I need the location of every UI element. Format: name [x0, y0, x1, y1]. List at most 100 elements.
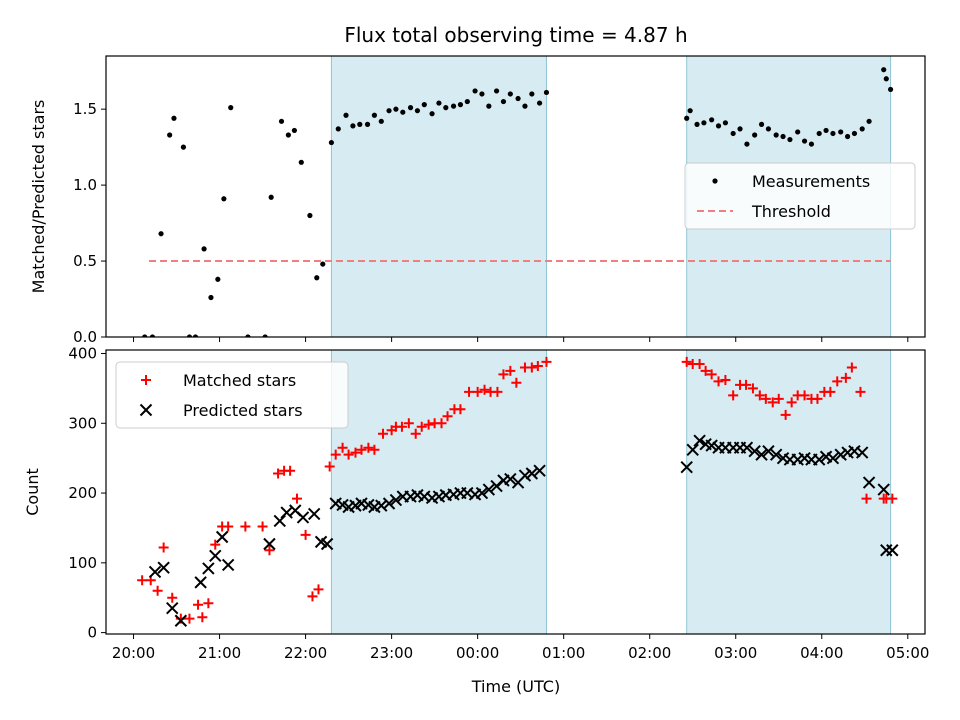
plot-frame [105, 55, 926, 338]
data-point-x [320, 537, 334, 551]
data-point-x [389, 493, 403, 507]
data-point-plus [378, 428, 389, 439]
data-point-dot [730, 130, 736, 137]
data-point-plus [203, 598, 214, 609]
y-tick-label: 0.0 [73, 328, 97, 346]
data-point-plus [193, 599, 204, 610]
data-point-dot [472, 88, 478, 94]
data-point-dot [407, 105, 414, 111]
x-tick-label: 02:00 [628, 644, 671, 662]
data-point-x [148, 565, 162, 579]
data-point-dot [694, 121, 700, 127]
legend-marker [139, 403, 153, 417]
data-point-x [166, 601, 179, 615]
data-point-dot [215, 276, 221, 282]
data-point-plus [184, 613, 195, 624]
y-tick-label: 0 [87, 624, 97, 642]
data-point-dot [851, 130, 858, 137]
data-point-plus [492, 386, 503, 397]
data-point-dot [883, 76, 889, 82]
data-point-plus [403, 418, 414, 429]
legend-entry: Threshold [751, 202, 831, 221]
data-point-dot [421, 102, 427, 108]
legend-box [115, 361, 349, 429]
data-point-dot [314, 275, 320, 281]
data-point-plus [812, 393, 823, 404]
data-point-plus [780, 409, 791, 420]
data-point-dot [780, 133, 786, 140]
data-point-dot [201, 246, 207, 252]
x-tick-label: 22:00 [284, 644, 327, 662]
data-point-plus [307, 591, 318, 602]
data-point-plus [832, 376, 843, 387]
data-point-dot [887, 86, 894, 93]
data-point-dot [443, 105, 449, 111]
data-point-dot [684, 115, 690, 121]
data-point-dot [457, 102, 464, 108]
data-point-plus [210, 539, 221, 550]
data-point-x [855, 446, 869, 459]
data-point-dot [529, 91, 535, 97]
data-point-plus [137, 575, 148, 586]
data-point-dot [378, 118, 384, 124]
data-point-x [533, 464, 546, 477]
x-axis-label: Time (UTC) [471, 677, 560, 696]
y-tick-label: 0.5 [73, 252, 97, 270]
data-point-plus [369, 444, 380, 455]
data-point-plus [532, 361, 543, 372]
data-point-plus [337, 442, 348, 453]
data-point-plus [300, 529, 311, 540]
data-point-x [273, 514, 286, 528]
series-group [137, 356, 899, 627]
data-point-dot [464, 98, 470, 105]
legend-box [684, 162, 916, 230]
data-point-plus [741, 379, 752, 390]
data-point-plus [416, 421, 427, 432]
data-point-plus [825, 386, 836, 397]
y-tick-label: 300 [68, 414, 97, 432]
data-point-dot [758, 121, 765, 127]
data-point-dot [701, 120, 707, 126]
data-point-x [769, 448, 783, 461]
data-point-dot [722, 120, 729, 126]
data-point-dot [221, 196, 227, 202]
data-point-dot [429, 111, 435, 117]
data-point-plus [505, 365, 516, 376]
data-point-plus [887, 493, 898, 504]
data-point-x [215, 530, 229, 544]
data-point-x [375, 499, 388, 512]
legend-marker [141, 375, 151, 385]
data-point-plus [720, 375, 731, 386]
data-point-dot [823, 127, 829, 134]
data-point-plus [681, 356, 692, 367]
data-point-plus [436, 418, 447, 429]
data-point-x [157, 561, 170, 574]
data-point-dot [386, 108, 392, 114]
data-point-dot [285, 132, 291, 138]
data-point-dot [262, 334, 268, 337]
data-point-plus [472, 386, 483, 397]
data-point-x [680, 461, 693, 474]
data-point-dot [493, 88, 500, 94]
data-point-dot [838, 129, 844, 135]
data-point-plus [313, 584, 324, 595]
data-point-dot [364, 121, 371, 127]
data-point-plus [799, 390, 810, 401]
data-point-plus [223, 521, 234, 532]
data-point-x [307, 507, 321, 521]
data-point-dot [142, 334, 148, 337]
data-point-dot [866, 118, 872, 124]
data-point-dot [536, 100, 543, 106]
data-point-x [740, 441, 754, 454]
data-point-plus [526, 362, 537, 373]
data-point-x [482, 483, 496, 496]
data-point-dot [773, 132, 779, 138]
data-point-x [886, 544, 899, 557]
data-point-plus [728, 390, 739, 401]
data-point-dot [515, 95, 521, 102]
data-point-dot [816, 130, 822, 137]
data-point-dot [335, 126, 341, 132]
data-point-plus [747, 383, 758, 394]
data-point-plus [760, 393, 771, 404]
data-point-plus [455, 404, 466, 415]
